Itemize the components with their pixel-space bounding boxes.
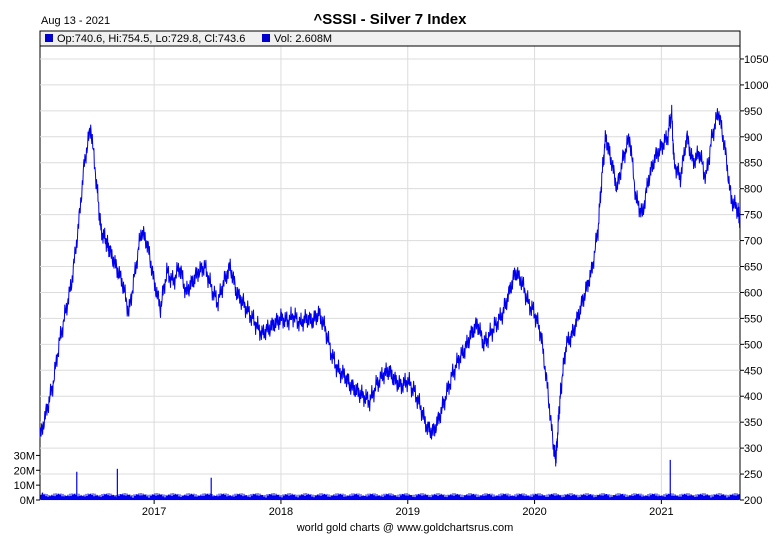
price-tick-label: 350 [744, 417, 762, 429]
price-tick-label: 1050 [744, 54, 768, 66]
volume-tick-label: 0M [20, 495, 35, 507]
price-tick-label: 950 [744, 106, 762, 118]
price-axis: 200 250 300 350 400 450 500 550 600 650 700 750 800 8… [740, 54, 768, 507]
time-axis: 2017 2018 2019 2020 2021 [142, 500, 674, 518]
ohlc-readout: Op:740.6, Hi:754.5, Lo:729.8, Cl:743.6 [57, 33, 245, 45]
time-tick-label: 2019 [396, 506, 420, 518]
price-tick-label: 500 [744, 339, 762, 351]
volume-tick-label: 10M [14, 480, 35, 492]
price-tick-label: 900 [744, 132, 762, 144]
price-tick-label: 550 [744, 313, 762, 325]
volume-readout: Vol: 2.608M [274, 33, 332, 45]
price-tick-label: 300 [744, 443, 762, 455]
price-tick-label: 700 [744, 236, 762, 248]
volume-axis: 0M 10M 20M 30M [14, 450, 40, 507]
price-tick-label: 250 [744, 469, 762, 481]
price-tick-label: 1000 [744, 80, 768, 92]
legend-bar [39, 30, 741, 47]
price-tick-label: 400 [744, 391, 762, 403]
grid [40, 46, 740, 501]
price-tick-label: 450 [744, 365, 762, 377]
volume-legend-square [262, 34, 270, 42]
chart-credit: world gold charts @ www.goldchartsrus.co… [296, 522, 514, 534]
price-tick-label: 850 [744, 158, 762, 170]
volume-bars [40, 459, 740, 500]
plot-frame [39, 30, 741, 501]
price-tick-label: 650 [744, 262, 762, 274]
price-tick-label: 200 [744, 495, 762, 507]
time-tick-label: 2021 [649, 506, 673, 518]
price-tick-label: 750 [744, 210, 762, 222]
price-series [39, 104, 741, 467]
volume-tick-label: 20M [14, 465, 35, 477]
chart-date: Aug 13 - 2021 [41, 15, 110, 27]
time-tick-label: 2020 [522, 506, 546, 518]
price-tick-label: 800 [744, 184, 762, 196]
time-tick-label: 2017 [142, 506, 166, 518]
price-line [39, 104, 741, 467]
volume-tick-label: 30M [14, 450, 35, 462]
chart-title: ^SSSI - Silver 7 Index [314, 11, 468, 28]
price-tick-label: 600 [744, 287, 762, 299]
ohlc-legend-square [45, 34, 53, 42]
time-tick-label: 2018 [269, 506, 293, 518]
